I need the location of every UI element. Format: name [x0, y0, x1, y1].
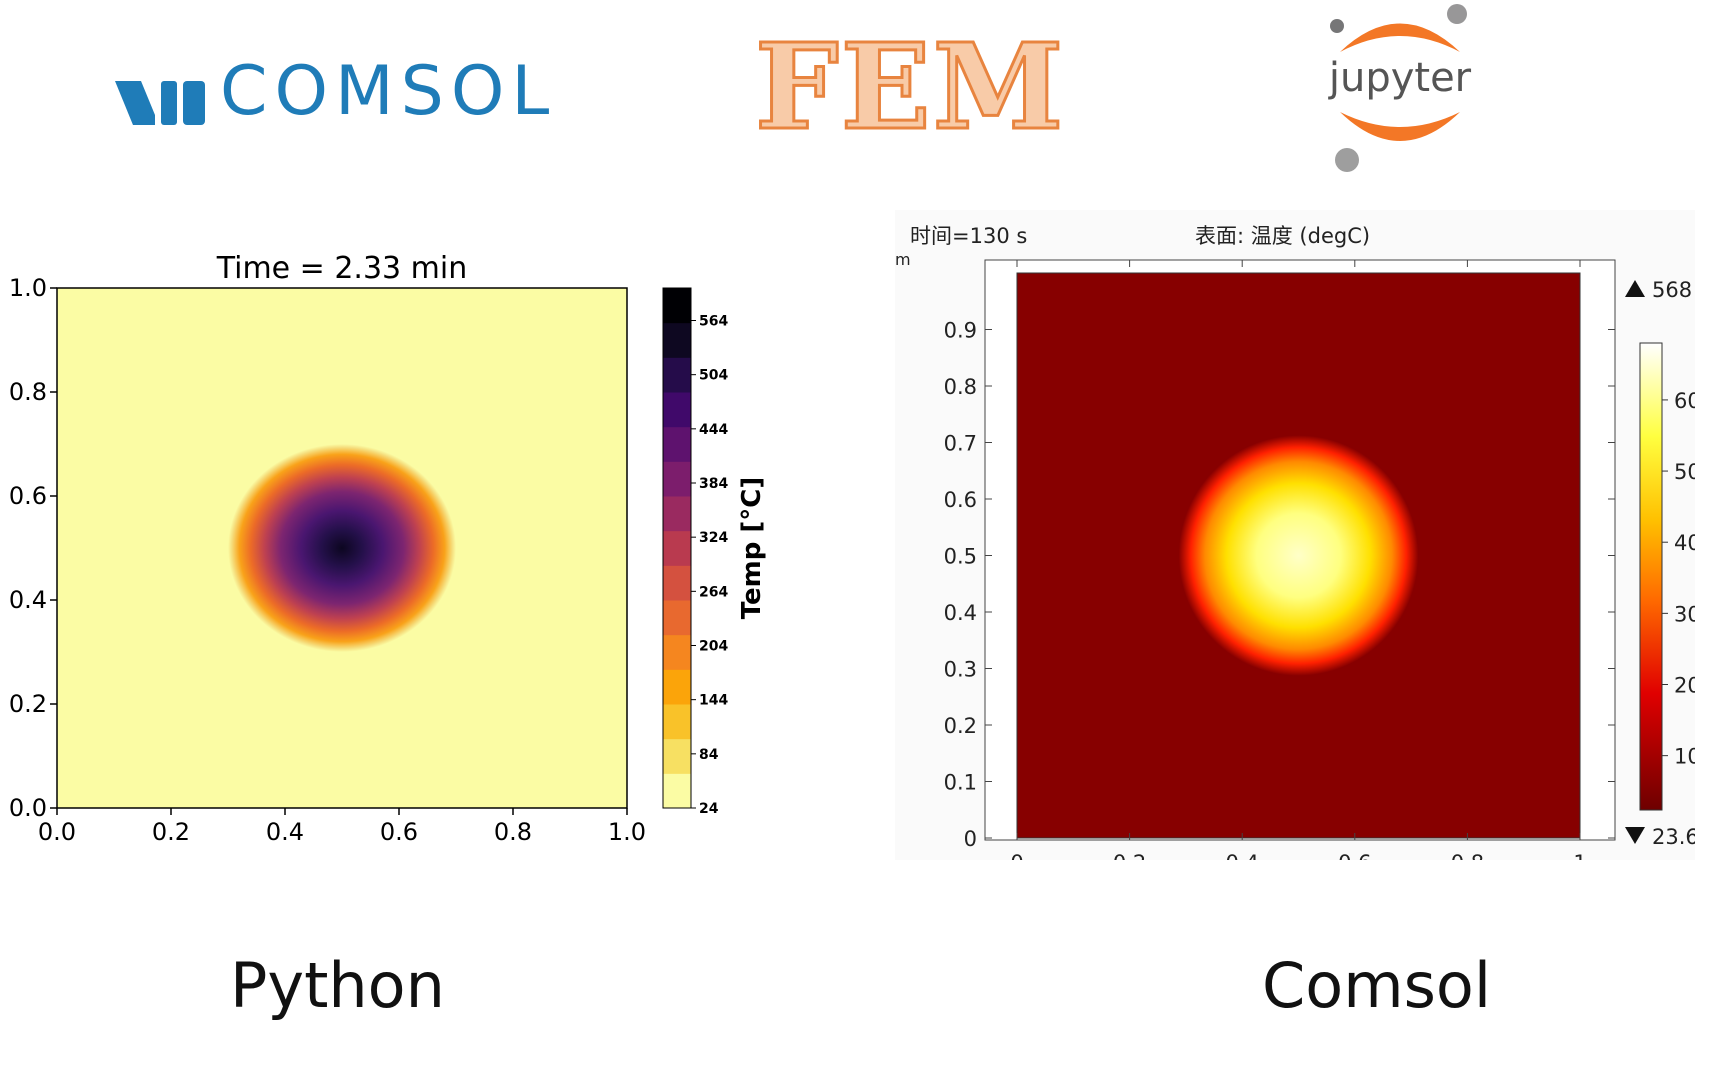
colorbar-tick-label: 300	[1674, 602, 1695, 626]
colorbar-tick-label: 84	[699, 747, 719, 763]
colorbar-band	[663, 461, 691, 497]
x-tick-label: 0.4	[1225, 851, 1258, 860]
x-tick-label: 0.8	[494, 818, 532, 845]
y-tick-label: 0.4	[9, 586, 47, 614]
colorbar-tick-label: 264	[699, 584, 728, 600]
y-tick-label: 0.1	[944, 771, 977, 795]
x-tick-label: 0.6	[1338, 851, 1371, 860]
min-triangle-icon	[1625, 827, 1645, 844]
comsol-caption: Comsol	[1262, 949, 1492, 1022]
x-tick-label: 0.2	[152, 818, 190, 845]
colorbar-tick-label: 24	[699, 801, 719, 817]
comsol-logo: COMSOL	[115, 58, 635, 140]
x-tick-label: 0.2	[1113, 851, 1146, 860]
domain-frame	[1016, 272, 1581, 839]
comsol-logo-icon	[115, 81, 205, 125]
colorbar-tick-label: 400	[1674, 531, 1695, 555]
hot-spot	[228, 444, 456, 652]
colorbar-band	[663, 322, 691, 358]
colorbar-band	[663, 669, 691, 705]
colorbar-band	[663, 392, 691, 428]
colorbar-tick-label: 600	[1674, 389, 1695, 413]
y-tick-label: 0.0	[9, 794, 47, 822]
time-label: 时间=130 s	[910, 224, 1027, 248]
colorbar-band	[663, 357, 691, 393]
jupyter-wordmark: jupyter	[1328, 55, 1472, 101]
colorbar-tick-label: 144	[699, 693, 728, 709]
colorbar-tick-label: 564	[699, 314, 728, 330]
comsol-wordmark: COMSOL	[220, 52, 557, 131]
chart-title: 表面: 温度 (degC)	[1195, 224, 1370, 248]
colorbar-tick-label: 504	[699, 368, 728, 384]
y-tick-label: 0.6	[9, 482, 47, 510]
python-temperature-chart: Time = 2.33 min 0.0 0.2 0.4 0.6 0.8 1.0 0.0 0.2 0…	[9, 251, 767, 845]
y-tick-label: 0.8	[944, 375, 977, 399]
max-triangle-icon	[1625, 280, 1645, 297]
y-tick-label: 0.2	[944, 714, 977, 738]
colorbar-tick-label: 100	[1674, 745, 1695, 769]
colorbar-band	[663, 600, 691, 636]
y-tick-label: 0.8	[9, 378, 47, 406]
comsol-temperature-chart: 时间=130 s 表面: 温度 (degC) m m 0 0.2 0.4 0.6 0.8 1 0 0.…	[895, 210, 1695, 860]
colorbar-tick-label: 384	[699, 476, 728, 492]
colorbar-band	[663, 426, 691, 462]
x-unit-label: m	[1600, 855, 1616, 860]
y-tick-label: 1.0	[9, 274, 47, 302]
hot-spot	[1178, 435, 1419, 676]
colorbar-band	[663, 704, 691, 740]
x-tick-label: 0	[1010, 851, 1023, 860]
y-unit-label: m	[895, 250, 911, 269]
x-tick-label: 0.6	[380, 818, 418, 845]
y-tick-label: 0.7	[944, 432, 977, 456]
chart-title: Time = 2.33 min	[216, 251, 468, 286]
colorbar	[1639, 342, 1663, 811]
y-tick-label: 0.9	[944, 319, 977, 343]
jupyter-logo-icon	[1330, 4, 1467, 172]
y-tick-label: 0.5	[944, 545, 977, 569]
colorbar-band	[663, 530, 691, 566]
y-tick-label: 0.3	[944, 658, 977, 682]
colorbar-band	[663, 288, 691, 324]
colorbar-band	[663, 634, 691, 670]
colorbar-band	[663, 738, 691, 774]
y-tick-label: 0.4	[944, 601, 977, 625]
colorbar-tick-label: 500	[1674, 460, 1695, 484]
colorbar-band	[663, 496, 691, 532]
colorbar-min-label: 23.6	[1652, 825, 1695, 849]
colorbar-tick-label: 204	[699, 639, 728, 655]
colorbar-band	[663, 565, 691, 601]
x-tick-label: 0.0	[38, 818, 76, 845]
colorbar-tick-label: 200	[1674, 673, 1695, 697]
x-tick-label: 0.8	[1451, 851, 1484, 860]
x-tick-label: 0.4	[266, 818, 304, 845]
python-caption: Python	[230, 949, 445, 1022]
y-tick-label: 0.6	[944, 488, 977, 512]
plot-frame	[56, 287, 628, 809]
colorbar-tick-label: 324	[699, 530, 728, 546]
y-tick-label: 0	[964, 827, 977, 851]
colorbar-max-label: 568	[1652, 278, 1692, 302]
jupyter-logo: jupyter	[1315, 0, 1485, 180]
x-tick-label: 1	[1573, 851, 1586, 860]
fem-logo: FEM	[753, 17, 1066, 156]
colorbar-label: Temp [°C]	[737, 477, 767, 620]
y-tick-label: 0.2	[9, 690, 47, 718]
colorbar-band	[663, 773, 691, 809]
x-tick-label: 1.0	[608, 818, 646, 845]
colorbar-tick-label: 444	[699, 422, 728, 438]
colorbar-frame	[662, 287, 692, 809]
